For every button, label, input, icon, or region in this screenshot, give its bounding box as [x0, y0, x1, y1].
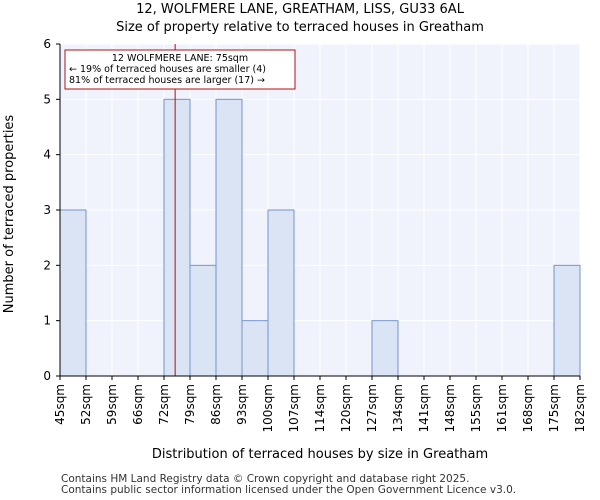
chart-subtitle: Size of property relative to terraced ho…	[116, 20, 484, 35]
x-tick-label-127sqm: 127sqm	[365, 384, 379, 432]
bar-72sqm	[163, 98, 191, 377]
y-tick-label-6: 6	[43, 37, 51, 51]
x-tick-label-168sqm: 168sqm	[521, 384, 535, 432]
bar-86sqm	[215, 98, 243, 377]
annotation-box: 12 WOLFMERE LANE: 75sqm ← 19% of terrace…	[64, 49, 296, 90]
x-tick-label-141sqm: 141sqm	[417, 384, 431, 432]
y-tick-label-3: 3	[43, 203, 51, 217]
chart-title: 12, WOLFMERE LANE, GREATHAM, LISS, GU33 …	[136, 2, 464, 17]
footer-line-2: Contains public sector information licen…	[61, 484, 517, 496]
x-axis-label: Distribution of terraced houses by size …	[152, 447, 488, 462]
bar-93sqm	[241, 320, 269, 377]
x-tick-label-175sqm: 175sqm	[547, 384, 561, 432]
x-tick-label-155sqm: 155sqm	[469, 384, 483, 432]
x-tick-label-79sqm: 79sqm	[183, 384, 197, 425]
x-tick-label-93sqm: 93sqm	[235, 384, 249, 425]
annotation-line-1: 12 WOLFMERE LANE: 75sqm	[112, 53, 248, 64]
x-tick-label-72sqm: 72sqm	[157, 384, 171, 425]
footer-line-1: Contains HM Land Registry data © Crown c…	[61, 473, 470, 485]
x-tick-label-66sqm: 66sqm	[131, 384, 145, 425]
y-axis-label: Number of terraced properties	[2, 115, 17, 314]
x-tick-label-120sqm: 120sqm	[339, 384, 353, 432]
x-tick-label-45sqm: 45sqm	[53, 384, 67, 425]
bar-79sqm	[189, 264, 217, 377]
x-tick-label-59sqm: 59sqm	[105, 384, 119, 425]
x-tick-label-107sqm: 107sqm	[287, 384, 301, 432]
bar-175sqm	[553, 264, 581, 377]
annotation-line-2: ← 19% of terraced houses are smaller (4)	[69, 64, 266, 75]
x-tick-label-114sqm: 114sqm	[313, 384, 327, 432]
x-tick-label-161sqm: 161sqm	[495, 384, 509, 432]
annotation-line-3: 81% of terraced houses are larger (17) →	[69, 75, 265, 86]
bar-45sqm	[59, 209, 87, 377]
x-tick-label-86sqm: 86sqm	[209, 384, 223, 425]
y-tick-label-2: 2	[43, 258, 51, 272]
bar-100sqm	[267, 209, 295, 377]
y-tick-label-0: 0	[43, 369, 51, 383]
y-tick-label-4: 4	[43, 148, 51, 162]
x-tick-label-148sqm: 148sqm	[443, 384, 457, 432]
y-tick-label-5: 5	[43, 92, 51, 106]
x-tick-label-100sqm: 100sqm	[261, 384, 275, 432]
bar-127sqm	[371, 320, 399, 377]
x-tick-label-182sqm: 182sqm	[573, 384, 587, 432]
x-tick-label-52sqm: 52sqm	[79, 384, 93, 425]
y-tick-label-1: 1	[43, 314, 51, 328]
x-tick-label-134sqm: 134sqm	[391, 384, 405, 432]
